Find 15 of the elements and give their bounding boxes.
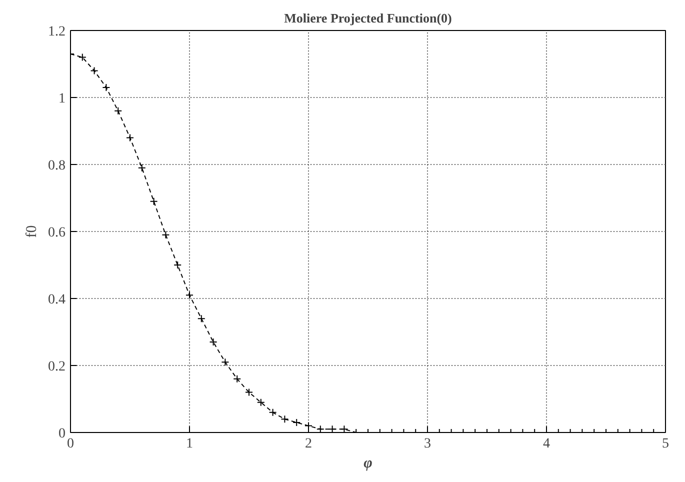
y-tick-label: 0 [58, 426, 66, 442]
y-tick-label: 0.8 [48, 158, 66, 174]
y-tick-label: 0.6 [48, 226, 66, 240]
y-tick-label: 0.4 [48, 292, 66, 308]
chart-title: Moliere Projected Function(0) [284, 10, 452, 26]
x-tick-label: 4 [543, 436, 550, 452]
y-axis-title: f0 [24, 225, 40, 238]
x-axis-title: φ [364, 456, 373, 472]
x-tick-label: 1 [186, 436, 193, 452]
x-tick-label: 3 [424, 436, 431, 452]
x-tick-label: 2 [305, 436, 312, 452]
y-tick-label: 1.2 [48, 24, 66, 40]
y-tick-label: 0.2 [48, 360, 66, 374]
y-tick-label: 1 [58, 92, 66, 106]
x-tick-label: 5 [662, 436, 669, 452]
